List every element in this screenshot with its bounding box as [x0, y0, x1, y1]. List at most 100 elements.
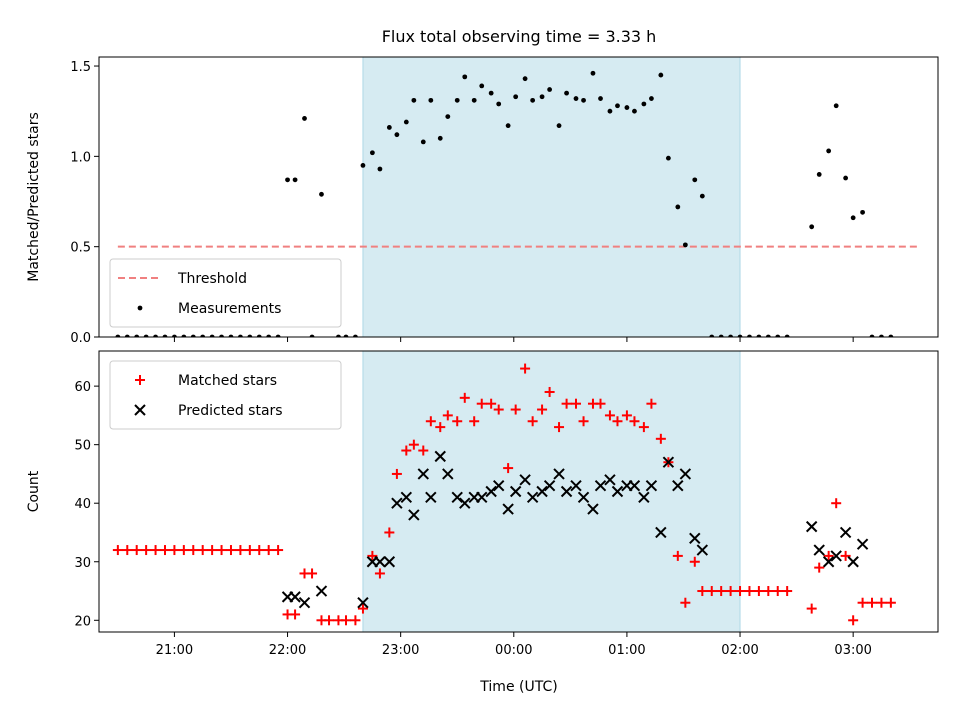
data-point — [598, 96, 603, 101]
data-point — [275, 334, 281, 337]
data-point — [735, 586, 746, 597]
data-point — [699, 193, 705, 199]
data-point — [298, 597, 311, 609]
data-point — [442, 468, 454, 480]
legend-label: Matched stars — [178, 373, 277, 389]
data-point — [408, 439, 419, 450]
data-point — [581, 97, 586, 103]
data-point — [374, 568, 385, 579]
data-point — [369, 150, 375, 156]
data-point — [357, 603, 368, 614]
data-point — [716, 586, 727, 597]
data-point — [547, 87, 553, 92]
data-point — [689, 532, 701, 545]
data-point — [435, 422, 446, 433]
data-point — [383, 556, 396, 568]
data-point — [235, 545, 246, 556]
data-point — [143, 334, 149, 337]
data-point — [343, 334, 349, 337]
data-point — [826, 148, 832, 154]
data-point — [675, 204, 681, 210]
y-tick-label: 20 — [74, 614, 91, 629]
data-point — [689, 556, 700, 567]
axes-frame — [98, 56, 939, 338]
data-point — [628, 479, 641, 492]
data-point — [340, 615, 351, 626]
legend-item: Measurements — [137, 301, 281, 317]
data-point — [561, 398, 572, 409]
data-point — [753, 586, 764, 597]
data-point — [839, 526, 852, 539]
data-point — [225, 545, 236, 556]
data-point — [357, 597, 369, 609]
data-point — [522, 76, 528, 82]
y-tick-label: 60 — [74, 380, 91, 395]
y-tick-label: 1.5 — [70, 60, 91, 75]
data-point — [692, 177, 698, 183]
data-point — [425, 491, 437, 504]
data-point — [543, 479, 556, 492]
data-point — [665, 155, 671, 161]
data-point — [857, 597, 868, 608]
data-point — [641, 101, 647, 107]
data-point — [510, 404, 521, 415]
data-point — [476, 491, 488, 504]
data-point — [307, 568, 318, 579]
data-point — [816, 172, 822, 177]
data-point — [655, 433, 666, 444]
data-point — [595, 398, 606, 409]
data-point — [823, 550, 834, 561]
data-point — [856, 538, 869, 550]
data-point — [879, 334, 884, 337]
data-point — [302, 116, 307, 121]
data-point — [718, 334, 724, 337]
data-point — [336, 334, 341, 337]
data-point — [833, 103, 839, 109]
data-point — [485, 485, 497, 498]
data-point — [451, 491, 463, 504]
data-point — [496, 101, 502, 107]
data-point — [831, 498, 842, 509]
legend-label: Threshold — [177, 271, 247, 287]
data-point — [112, 545, 123, 556]
data-point — [386, 125, 392, 130]
data-point — [809, 224, 815, 230]
data-point — [178, 545, 189, 556]
data-point — [488, 90, 494, 96]
data-point — [612, 416, 623, 427]
data-point — [554, 422, 565, 433]
data-point — [479, 83, 485, 89]
data-point — [888, 334, 894, 337]
data-point — [159, 545, 170, 556]
data-point — [519, 474, 531, 486]
x-tick-label: 02:00 — [721, 643, 758, 658]
data-point — [822, 556, 835, 568]
data-point — [197, 545, 208, 556]
data-point — [672, 479, 684, 492]
legend-box — [109, 360, 342, 430]
data-point — [228, 334, 234, 337]
data-point — [428, 97, 434, 103]
data-point — [411, 97, 417, 103]
data-point — [869, 334, 875, 337]
data-point — [526, 491, 539, 504]
x-tick-label: 00:00 — [495, 643, 532, 658]
data-point — [611, 485, 624, 498]
data-point — [725, 586, 736, 597]
data-point — [169, 545, 180, 556]
data-point — [309, 334, 315, 337]
data-point — [285, 177, 290, 183]
data-point — [391, 497, 403, 509]
data-point — [115, 334, 121, 337]
data-point — [420, 139, 426, 145]
legend-item: Matched stars — [135, 373, 277, 389]
data-point — [353, 334, 358, 337]
data-point — [290, 609, 301, 620]
data-point — [782, 586, 793, 597]
data-point — [560, 485, 573, 498]
data-point — [188, 545, 199, 556]
data-point — [530, 97, 536, 103]
data-point — [377, 166, 383, 172]
data-point — [244, 545, 255, 556]
